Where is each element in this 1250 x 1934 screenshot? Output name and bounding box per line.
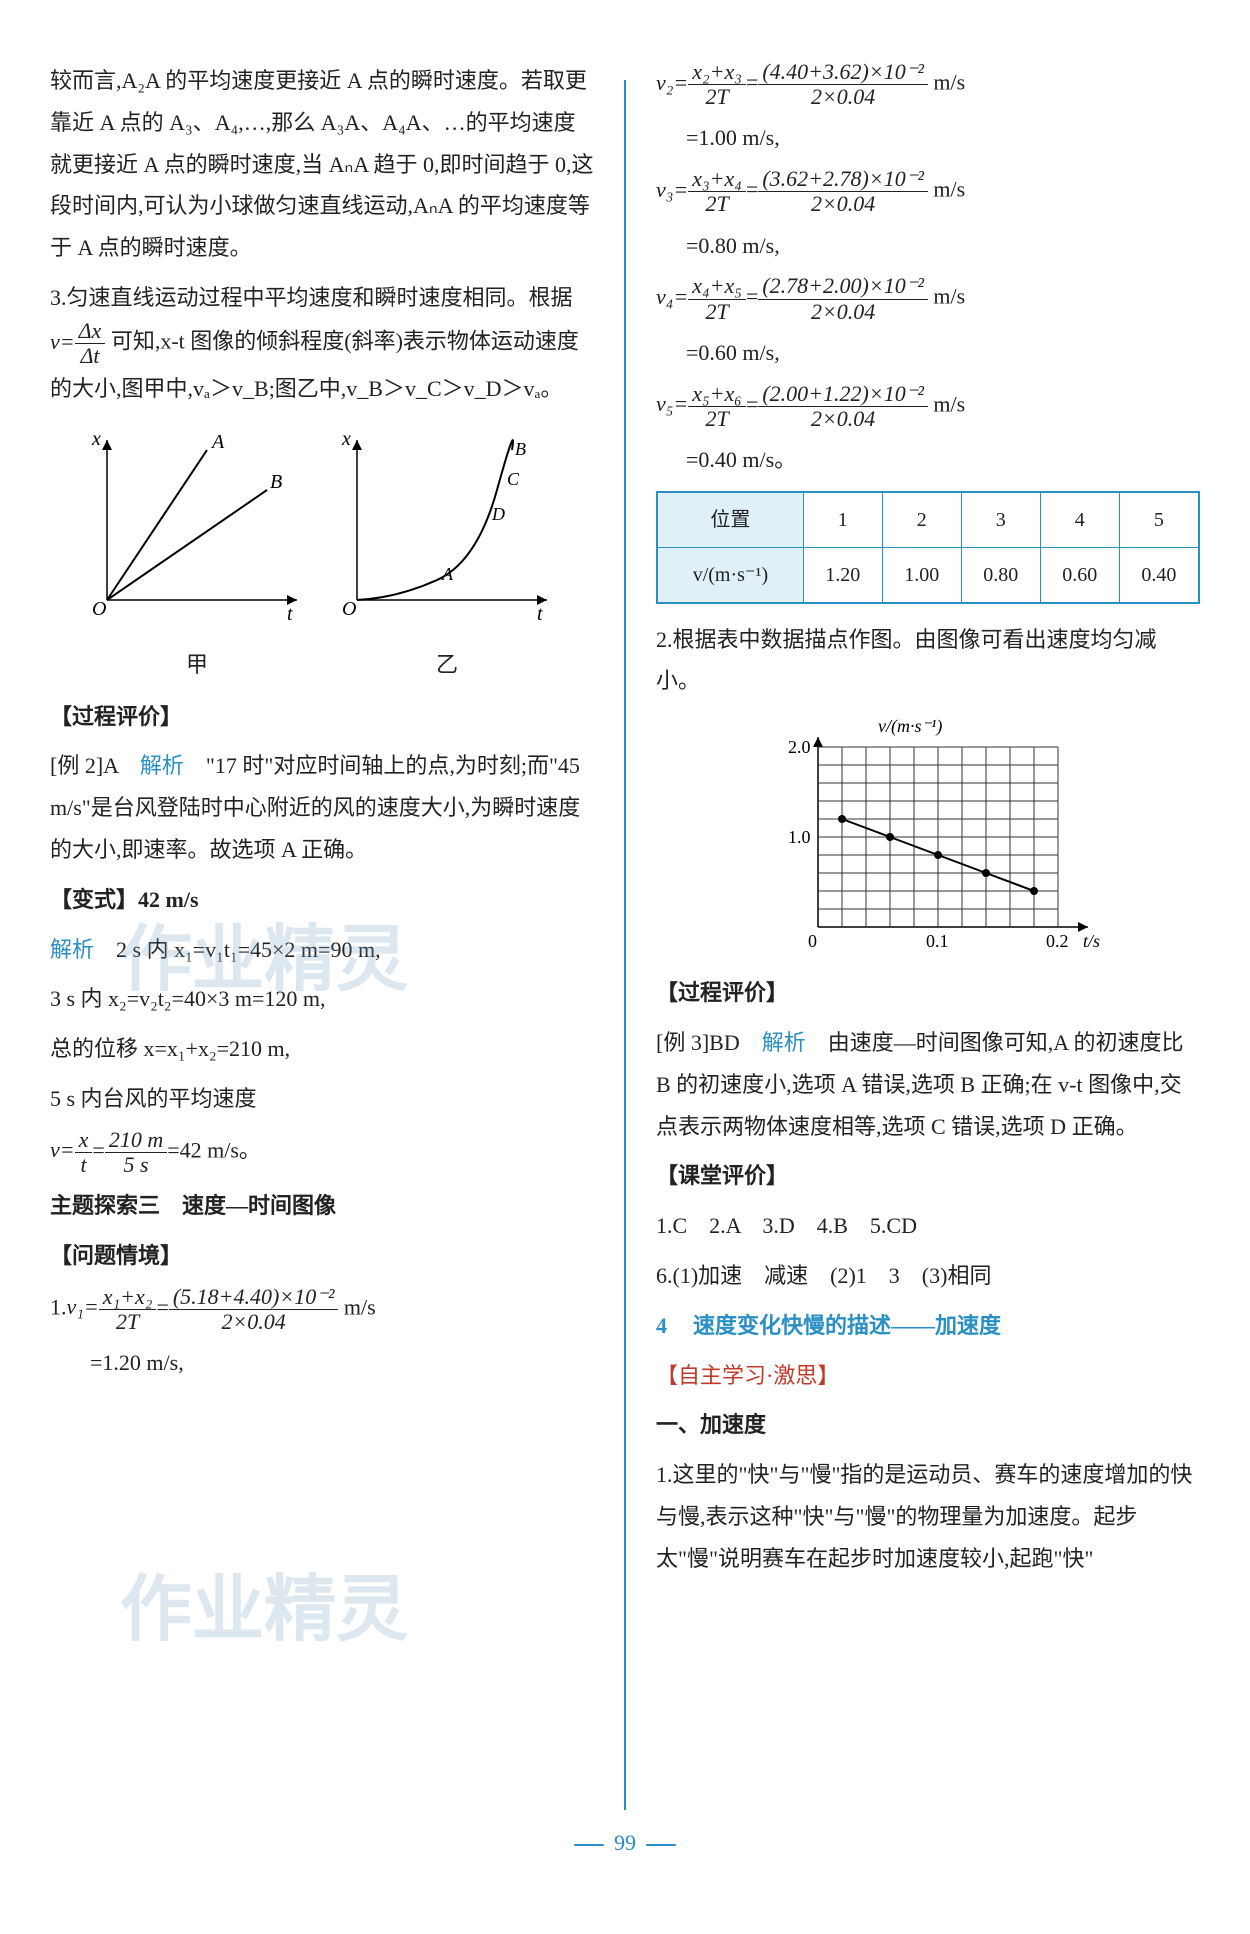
diagram-right-caption: 乙: [337, 644, 557, 686]
svg-text:0.1: 0.1: [926, 931, 949, 951]
left-p1: 较而言,A₂A 的平均速度更接近 A 点的瞬时速度。若取更靠近 A 点的 A₃、…: [50, 60, 594, 269]
diagram-right: B C D A O t x 乙: [337, 430, 557, 686]
v4-res: =0.60 m/s,: [656, 332, 1200, 374]
vt-chart: v/(m·s⁻¹): [656, 717, 1200, 957]
analysis-label-3: 解析: [762, 1030, 806, 1055]
left-h4: 【问题情境】: [50, 1235, 594, 1277]
svg-text:O: O: [342, 598, 356, 620]
svg-text:x: x: [341, 430, 351, 450]
section-heading: 4 速度变化快慢的描述——加速度: [656, 1305, 1200, 1347]
velocity-table: 位置 1 2 3 4 5 v/(m·s⁻¹) 1.20 1.00 0.80 0.…: [656, 491, 1200, 604]
left-p2-post: 可知,x-t 图像的倾斜程度(斜率)表示物体运动速度的大小,图甲中,vₐ＞v_B…: [50, 329, 579, 402]
answers-l1: 1.C 2.A 3.D 4.B 5.CD: [656, 1205, 1200, 1247]
left-h3: 主题探索三 速度—时间图像: [50, 1185, 594, 1227]
diagram-left: A B O t x 甲: [87, 430, 307, 686]
v3-res: =0.80 m/s,: [656, 225, 1200, 267]
v2-res: =1.00 m/s,: [656, 117, 1200, 159]
svg-text:B: B: [515, 439, 526, 459]
svg-text:A: A: [210, 431, 225, 453]
bs-l2: 3 s 内 x₂=v₂t₂=40×3 m=120 m,: [50, 978, 594, 1020]
v3: v₃=x₃+x₄2T=(3.62+2.78)×10⁻²2×0.04 m/s: [656, 167, 1200, 216]
svg-text:0: 0: [808, 931, 817, 951]
svg-text:t: t: [287, 603, 293, 625]
svg-text:A: A: [441, 564, 454, 584]
q1-res: =1.20 m/s,: [50, 1342, 594, 1384]
svg-text:v/(m·s⁻¹): v/(m·s⁻¹): [878, 717, 942, 737]
bs-l1: 2 s 内 x₁=v₁t₁=45×2 m=90 m,: [116, 937, 381, 962]
page-number: 99: [50, 1830, 1200, 1856]
analysis-label-2: 解析: [50, 937, 94, 962]
table-row: v/(m·s⁻¹) 1.20 1.00 0.80 0.60 0.40: [657, 547, 1199, 603]
answers-l2: 6.(1)加速 减速 (2)1 3 (3)相同: [656, 1255, 1200, 1297]
ex2-label: [例 2]A: [50, 753, 118, 778]
example-2: [例 2]A 解析 "17 时"对应时间轴上的点,为时刻;而"45 m/s"是台…: [50, 745, 594, 870]
table-row: 位置 1 2 3 4 5: [657, 492, 1199, 548]
svg-text:O: O: [92, 598, 106, 620]
tbl-h0: 位置: [657, 492, 803, 548]
svg-text:C: C: [507, 469, 520, 489]
ex3-label: [例 3]BD: [656, 1030, 740, 1055]
svg-text:t/s: t/s: [1083, 931, 1100, 951]
left-column: 较而言,A₂A 的平均速度更接近 A 点的瞬时速度。若取更靠近 A 点的 A₃、…: [50, 60, 594, 1810]
right-h1: 【过程评价】: [656, 972, 1200, 1014]
analysis-label: 解析: [140, 753, 184, 778]
right-h3: 【自主学习·激思】: [656, 1355, 1200, 1397]
q1: 1.v₁=x₁+x₂2T=(5.18+4.40)×10⁻²2×0.04 m/s: [50, 1285, 594, 1334]
svg-text:1.0: 1.0: [788, 827, 811, 847]
bs-l3: 总的位移 x=x₁+x₂=210 m,: [50, 1028, 594, 1070]
v5-res: =0.40 m/s。: [656, 439, 1200, 481]
diagram-left-caption: 甲: [87, 644, 307, 686]
left-h1: 【过程评价】: [50, 696, 594, 738]
diagrams-row: A B O t x 甲 B C D A: [60, 430, 584, 686]
after-table: 2.根据表中数据描点作图。由图像可看出速度均匀减小。: [656, 619, 1200, 703]
svg-text:x: x: [91, 430, 101, 450]
svg-text:0.2: 0.2: [1046, 931, 1069, 951]
ex2-text: "17 时"对应时间轴上的点,为时刻;而"45 m/s"是台风登陆时中心附近的风…: [50, 753, 580, 862]
svg-text:t: t: [537, 603, 543, 625]
bs-l4: 5 s 内台风的平均速度: [50, 1078, 594, 1120]
right-column: v₂=x₂+x₃2T=(4.40+3.62)×10⁻²2×0.04 m/s =1…: [656, 60, 1200, 1810]
tbl-r0: v/(m·s⁻¹): [657, 547, 803, 603]
accel-p: 1.这里的"快"与"慢"指的是运动员、赛车的速度增加的快与慢,表示这种"快"与"…: [656, 1454, 1200, 1579]
v4: v₄=x₄+x₅2T=(2.78+2.00)×10⁻²2×0.04 m/s: [656, 274, 1200, 323]
left-p2: 3.匀速直线运动过程中平均速度和瞬时速度相同。根据 v=ΔxΔt 可知,x-t …: [50, 277, 594, 410]
left-p2-pre: 3.匀速直线运动过程中平均速度和瞬时速度相同。根据: [50, 285, 573, 310]
example-3: [例 3]BD 解析 由速度—时间图像可知,A 的初速度比 B 的初速度小,选项…: [656, 1022, 1200, 1147]
left-h2: 【变式】42 m/s: [50, 879, 594, 921]
svg-text:D: D: [491, 504, 505, 524]
right-h4: 一、加速度: [656, 1404, 1200, 1446]
column-divider: [624, 80, 626, 1810]
svg-text:B: B: [270, 471, 282, 493]
svg-text:2.0: 2.0: [788, 737, 811, 757]
v5: v₅=x₅+x₆2T=(2.00+1.22)×10⁻²2×0.04 m/s: [656, 382, 1200, 431]
bs-final: v=xt=210 m5 s=42 m/s。: [50, 1128, 594, 1177]
right-h2: 【课堂评价】: [656, 1155, 1200, 1197]
v2: v₂=x₂+x₃2T=(4.40+3.62)×10⁻²2×0.04 m/s: [656, 60, 1200, 109]
